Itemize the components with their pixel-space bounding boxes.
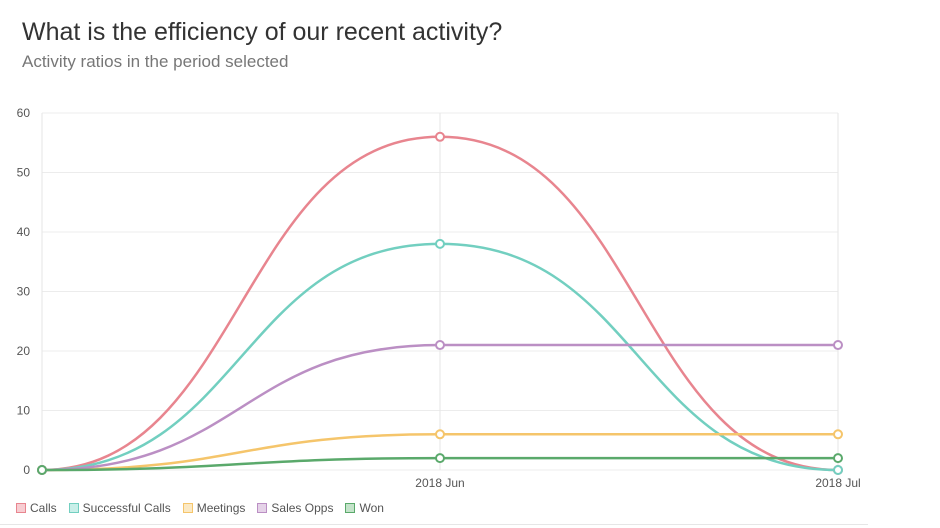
- y-axis: 0 10 20 30 40 50 60: [17, 106, 31, 477]
- y-tick-label: 60: [17, 106, 31, 120]
- legend-swatch: [68, 503, 79, 513]
- data-point[interactable]: [833, 453, 843, 464]
- legend-item[interactable]: Won: [345, 501, 384, 515]
- data-point[interactable]: [833, 429, 843, 440]
- series-points[interactable]: [37, 131, 843, 475]
- legend-item[interactable]: Calls: [16, 501, 57, 515]
- data-point[interactable]: [435, 131, 445, 142]
- legend-label: Won: [359, 501, 384, 515]
- y-tick-label: 40: [17, 225, 31, 239]
- legend-label: Calls: [30, 501, 57, 515]
- divider: [0, 524, 868, 525]
- data-point[interactable]: [833, 340, 843, 351]
- y-tick-label: 0: [23, 463, 30, 477]
- chart-subtitle: Activity ratios in the period selected: [22, 52, 289, 71]
- data-point[interactable]: [37, 465, 47, 475]
- x-tick-label: 2018 Jul: [815, 476, 860, 490]
- y-tick-label: 30: [17, 285, 31, 299]
- legend-swatch: [257, 503, 268, 513]
- data-point[interactable]: [833, 465, 843, 475]
- legend-label: Meetings: [196, 501, 246, 515]
- data-point[interactable]: [435, 238, 445, 249]
- y-tick-label: 50: [17, 166, 31, 180]
- chart-legend[interactable]: Calls Successful Calls Meetings Sales Opps W…: [16, 501, 384, 515]
- legend-swatch: [345, 503, 356, 513]
- x-axis: 2018 Jun 2018 Jul: [415, 476, 860, 490]
- y-tick-label: 10: [17, 404, 31, 418]
- y-tick-label: 20: [17, 344, 31, 358]
- legend-label: Sales Opps: [271, 501, 334, 515]
- data-point[interactable]: [435, 340, 445, 351]
- data-point[interactable]: [435, 453, 445, 464]
- legend-item[interactable]: Meetings: [182, 501, 246, 515]
- legend-label: Successful Calls: [82, 501, 171, 515]
- line-chart: 0 10 20 30 40 50 60 2018 Jun 2018 Jul: [17, 106, 861, 490]
- x-tick-label: 2018 Jun: [415, 476, 464, 490]
- chart-title: What is the efficiency of our recent act…: [22, 18, 503, 46]
- legend-item[interactable]: Sales Opps: [257, 501, 333, 515]
- legend-item[interactable]: Successful Calls: [68, 501, 171, 515]
- legend-swatch: [182, 503, 193, 513]
- series-line-3: [40, 343, 840, 472]
- legend-swatch: [16, 503, 26, 513]
- data-point[interactable]: [435, 429, 445, 440]
- grid-lines: [41, 112, 839, 471]
